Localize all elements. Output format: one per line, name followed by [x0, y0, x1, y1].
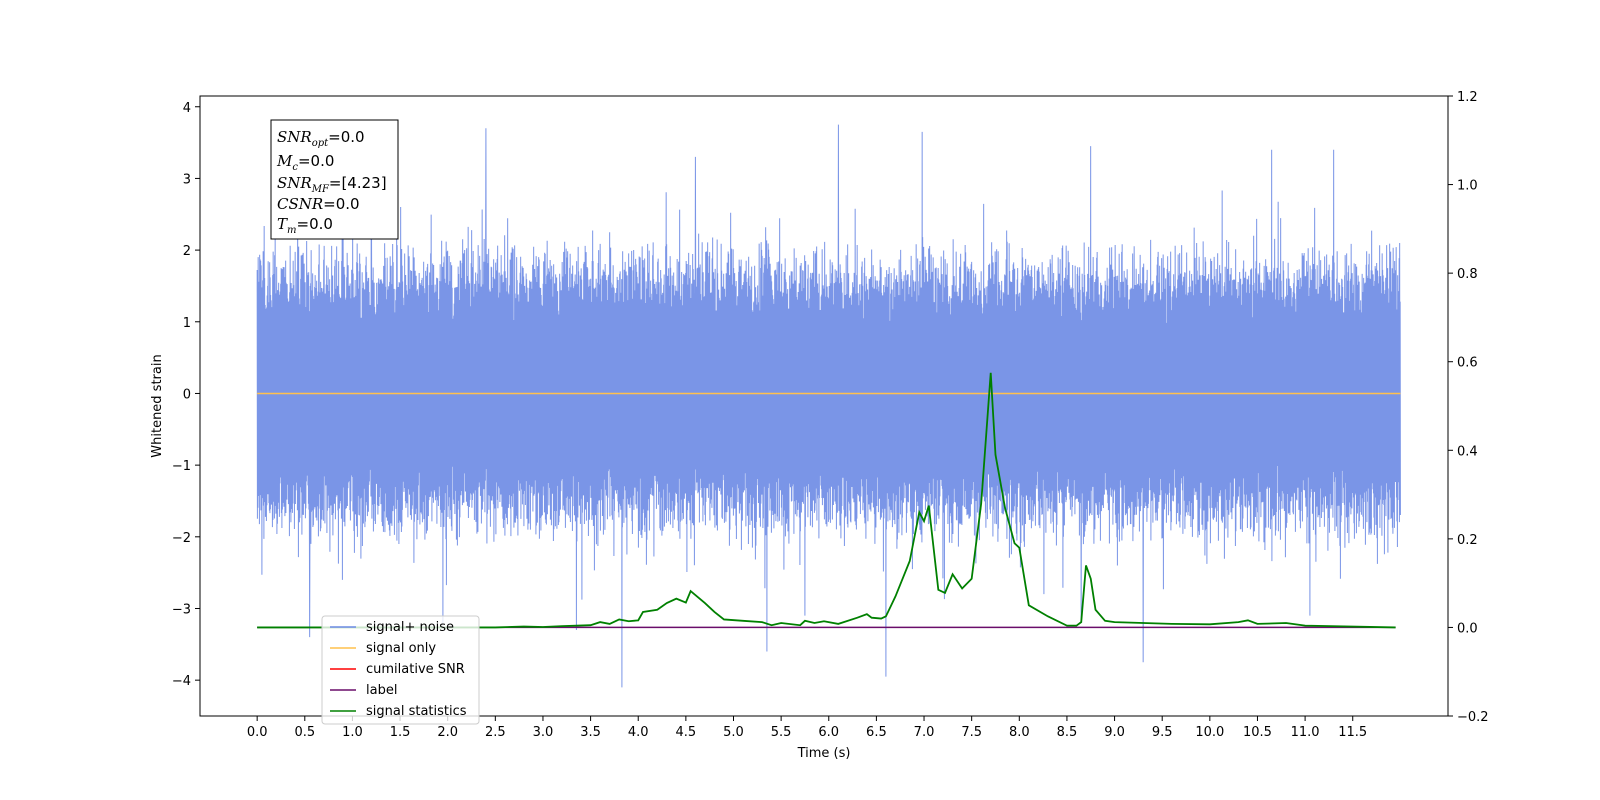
y2-tick-label: 1.2: [1457, 90, 1478, 105]
y-tick-label: 4: [183, 101, 191, 116]
stats-box: SNRopt=0.0 Mc=0.0 SNRMF=[4.23] CSNR=0.0 …: [270, 119, 399, 240]
x-tick-label: 8.0: [1009, 725, 1030, 740]
y-tick-label: −2: [172, 531, 191, 546]
legend-label-signal-noise: signal+ noise: [366, 620, 454, 635]
y-axis-left: −4 −3 −2 −1 0 1 2 3 4: [172, 101, 200, 689]
stats-line-csnr: CSNR=0.0: [277, 195, 360, 213]
plot-frame: [199, 95, 1449, 717]
y2-tick-label: 1.0: [1457, 179, 1478, 194]
y2-tick-label: 0.8: [1457, 267, 1478, 282]
x-tick-label: 10.5: [1243, 725, 1272, 740]
x-tick-label: 10.0: [1195, 725, 1224, 740]
x-tick-label: 3.0: [533, 725, 554, 740]
x-tick-label: 1.5: [390, 725, 411, 740]
y2-tick-label: 0.0: [1457, 621, 1478, 636]
legend-label-cumulative-snr: cumilative SNR: [366, 662, 465, 677]
x-tick-label: 11.5: [1338, 725, 1367, 740]
x-tick-label: 5.0: [723, 725, 744, 740]
legend: signal+ noise signal only cumilative SNR…: [321, 615, 480, 725]
x-tick-label: 8.5: [1057, 725, 1078, 740]
x-axis-label: Time (s): [797, 746, 851, 761]
x-tick-label: 11.0: [1291, 725, 1320, 740]
x-tick-label: 9.5: [1152, 725, 1173, 740]
y-axis-right: −0.2 0.0 0.2 0.4 0.6 0.8 1.0 1.2: [1448, 90, 1489, 725]
x-tick-label: 1.0: [342, 725, 363, 740]
legend-label-label: label: [366, 683, 397, 698]
y2-tick-label: 0.6: [1457, 356, 1478, 371]
y-tick-label: 3: [183, 172, 191, 187]
x-tick-label: 5.5: [771, 725, 792, 740]
x-tick-label: 0.0: [247, 725, 268, 740]
y2-tick-label: 0.4: [1457, 444, 1478, 459]
legend-label-signal-only: signal only: [366, 641, 436, 656]
y-tick-label: −3: [172, 602, 191, 617]
y-tick-label: −1: [172, 459, 191, 474]
x-axis: 0.0 0.5 1.0 1.5 2.0 2.5 3.0 3.5 4.0 4.5 5.0 5.5 6.0 6…: [247, 716, 1367, 740]
x-tick-label: 3.5: [580, 725, 601, 740]
legend-label-signal-statistics: signal statistics: [366, 704, 467, 719]
stats-line-tm: Tm=0.0: [277, 215, 333, 236]
x-tick-label: 7.0: [914, 725, 935, 740]
y2-tick-label: 0.2: [1457, 533, 1478, 548]
stats-line-snr-mf: SNRMF=[4.23]: [277, 174, 387, 195]
x-tick-label: 0.5: [294, 725, 315, 740]
y-tick-label: 0: [183, 387, 191, 402]
legend-frame: [321, 615, 480, 725]
stats-line-mc: Mc=0.0: [276, 152, 334, 173]
x-tick-label: 6.0: [818, 725, 839, 740]
x-tick-label: 2.0: [437, 725, 458, 740]
y-tick-label: −4: [172, 674, 191, 689]
series-signal-statistics: [257, 372, 1396, 629]
stats-line-snr-opt: SNRopt=0.0: [277, 128, 365, 149]
series-signal-noise: [256, 124, 1401, 688]
x-tick-label: 4.0: [628, 725, 649, 740]
y-tick-label: 1: [183, 316, 191, 331]
y-axis-label: Whitened strain: [150, 354, 165, 457]
x-tick-label: 7.5: [961, 725, 982, 740]
y2-tick-label: −0.2: [1457, 710, 1489, 725]
x-tick-label: 4.5: [676, 725, 697, 740]
y-tick-label: 2: [183, 244, 191, 259]
x-tick-label: 9.0: [1104, 725, 1125, 740]
x-tick-label: 2.5: [485, 725, 506, 740]
x-tick-label: 6.5: [866, 725, 887, 740]
stats-box-frame: [270, 119, 399, 240]
